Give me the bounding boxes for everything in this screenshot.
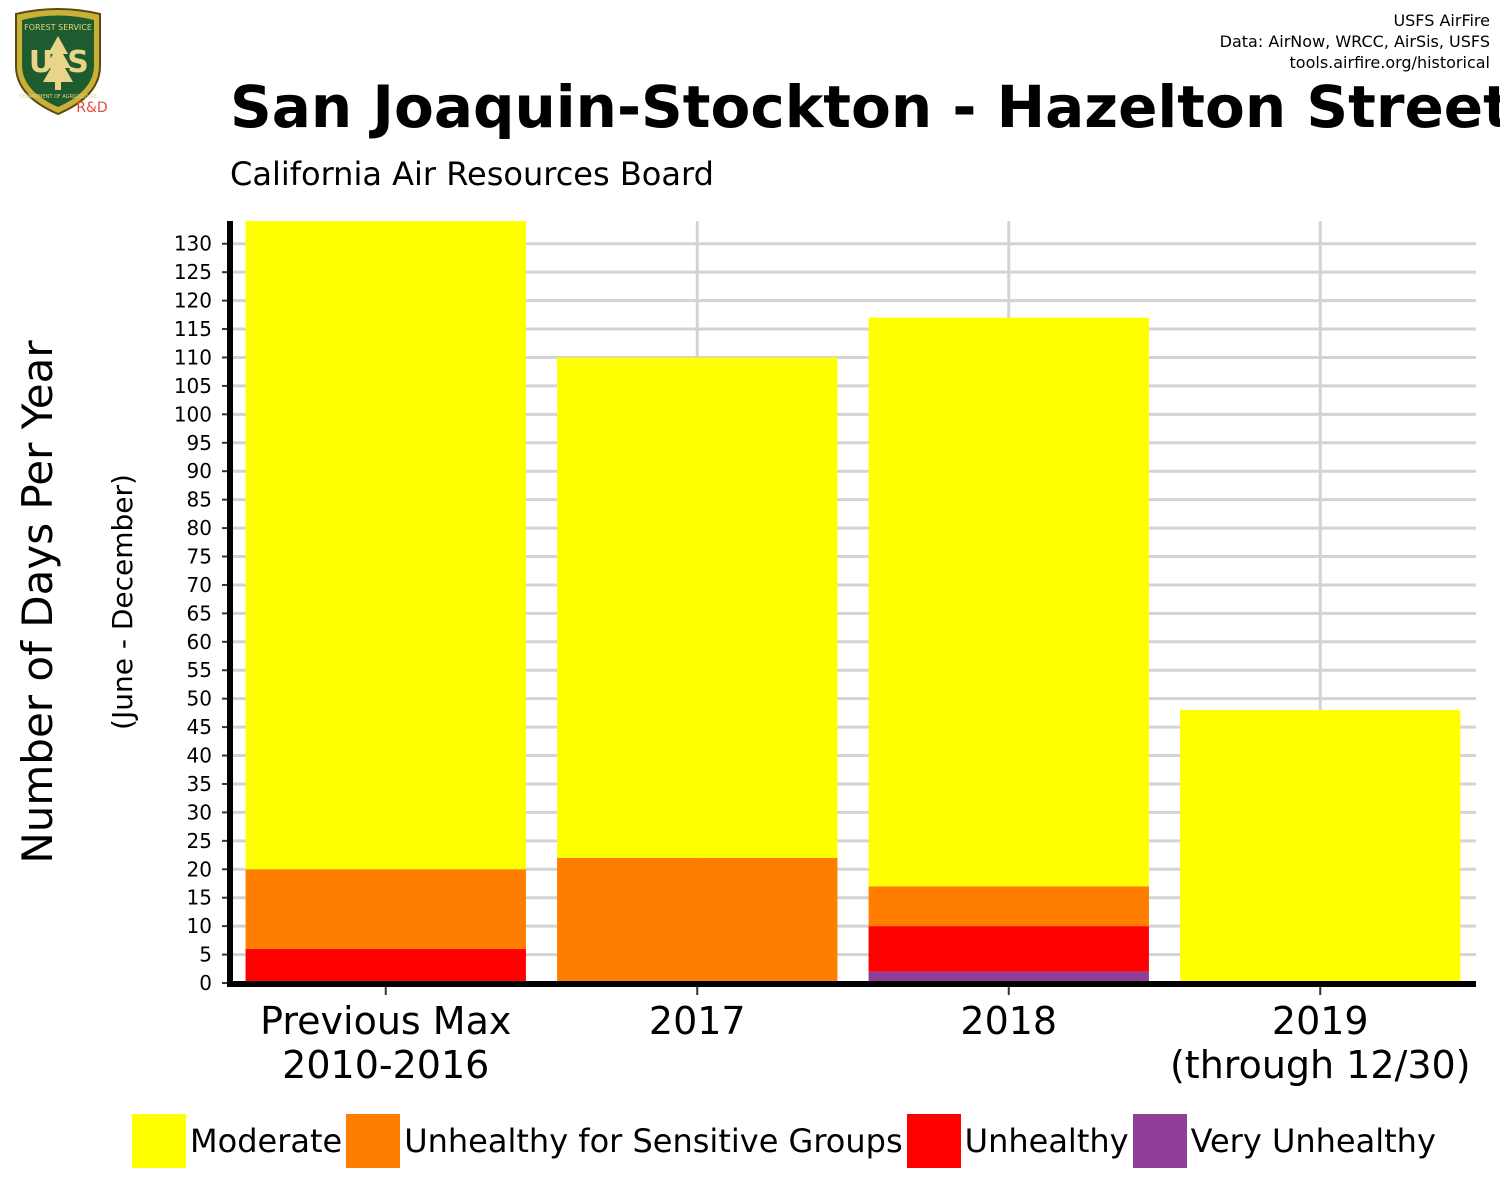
legend-label: Very Unhealthy	[1190, 1122, 1436, 1160]
logo-bottom-text: DEPARTMENT OF AGRICULTURE	[19, 94, 97, 100]
y-axis-sublabel: (June - December)	[106, 474, 139, 730]
bar-segment	[557, 857, 838, 983]
chart-legend: Moderate Unhealthy for Sensitive Groups Un…	[132, 1114, 1440, 1168]
legend-swatch	[906, 1114, 961, 1168]
y-tick-label: 105	[174, 374, 212, 398]
x-tick-label: (through 12/30)	[1170, 1043, 1471, 1087]
credit-line: tools.airfire.org/historical	[1289, 53, 1490, 72]
legend-label: Unhealthy	[964, 1122, 1129, 1160]
y-tick-label: 130	[174, 232, 212, 256]
y-tick-label: 5	[199, 943, 212, 967]
bar-chart: 0 5 10 15 20 25 30 35 40 45 50 55 60 65 70 75 80 85 90 95 10…	[13, 221, 1476, 1087]
y-axis-label: Number of Days Per Year	[13, 340, 62, 864]
chart-title: San Joaquin-Stockton - Hazelton Street	[230, 73, 1500, 141]
legend-item: Very Unhealthy	[1132, 1114, 1436, 1168]
y-tick-label: 125	[174, 260, 212, 284]
logo-initial-s: S	[67, 45, 89, 80]
data-credit: USFS AirFire Data: AirNow, WRCC, AirSis,…	[1220, 10, 1490, 73]
y-tick-label: 10	[187, 914, 212, 938]
bar-segment	[1180, 710, 1461, 983]
legend-item: Unhealthy for Sensitive Groups	[346, 1114, 903, 1168]
y-tick-label: 55	[187, 658, 212, 682]
legend-item: Unhealthy	[906, 1114, 1129, 1168]
bar-segment	[245, 869, 526, 949]
y-tick-label: 20	[187, 857, 212, 881]
legend-item: Moderate	[132, 1114, 342, 1168]
bar-segment	[868, 317, 1149, 887]
credit-line: USFS AirFire	[1393, 11, 1490, 30]
y-tick-label: 70	[187, 573, 212, 597]
y-tick-label: 95	[187, 431, 212, 455]
bar-segment	[868, 971, 1149, 983]
bar-segment	[868, 926, 1149, 972]
logo-top-text: FOREST SERVICE	[24, 23, 92, 32]
y-tick-label: 50	[187, 687, 212, 711]
forest-service-logo: FOREST SERVICE U S DEPARTMENT OF AGRICUL…	[15, 8, 108, 116]
x-tick-label: Previous Max	[260, 999, 511, 1043]
legend-swatch	[1132, 1114, 1187, 1168]
y-tick-label: 15	[187, 886, 212, 910]
y-tick-label: 110	[174, 345, 212, 369]
x-tick-label: 2019	[1272, 999, 1369, 1043]
legend-label: Unhealthy for Sensitive Groups	[404, 1122, 903, 1160]
y-tick-label: 100	[174, 402, 212, 426]
x-tick-label: 2010-2016	[282, 1043, 489, 1087]
y-tick-label: 0	[199, 971, 212, 995]
legend-label: Moderate	[190, 1122, 343, 1160]
chart-subtitle: California Air Resources Board	[230, 155, 714, 193]
y-tick-label: 30	[187, 800, 212, 824]
bar-segment	[245, 221, 526, 870]
y-tick-label: 120	[174, 289, 212, 313]
y-tick-label: 40	[187, 744, 212, 768]
y-tick-label: 85	[187, 488, 212, 512]
y-tick-label: 45	[187, 715, 212, 739]
bar-segment	[557, 357, 838, 858]
y-tick-label: 25	[187, 829, 212, 853]
y-tick-label: 90	[187, 459, 212, 483]
legend-swatch	[346, 1114, 401, 1168]
bar-segment	[245, 948, 526, 983]
y-tick-label: 60	[187, 630, 212, 654]
y-tick-label: 75	[187, 545, 212, 569]
x-tick-label: 2017	[649, 999, 746, 1043]
x-tick-label: 2018	[960, 999, 1057, 1043]
tree-icon	[43, 36, 73, 82]
y-tick-label: 80	[187, 516, 212, 540]
logo-rd-tag: R&D	[76, 100, 107, 116]
bar-segment	[868, 886, 1149, 927]
credit-line: Data: AirNow, WRCC, AirSis, USFS	[1219, 32, 1490, 51]
y-tick-label: 35	[187, 772, 212, 796]
y-tick-label: 115	[174, 317, 212, 341]
legend-swatch	[132, 1114, 186, 1168]
y-tick-label: 65	[187, 601, 212, 625]
